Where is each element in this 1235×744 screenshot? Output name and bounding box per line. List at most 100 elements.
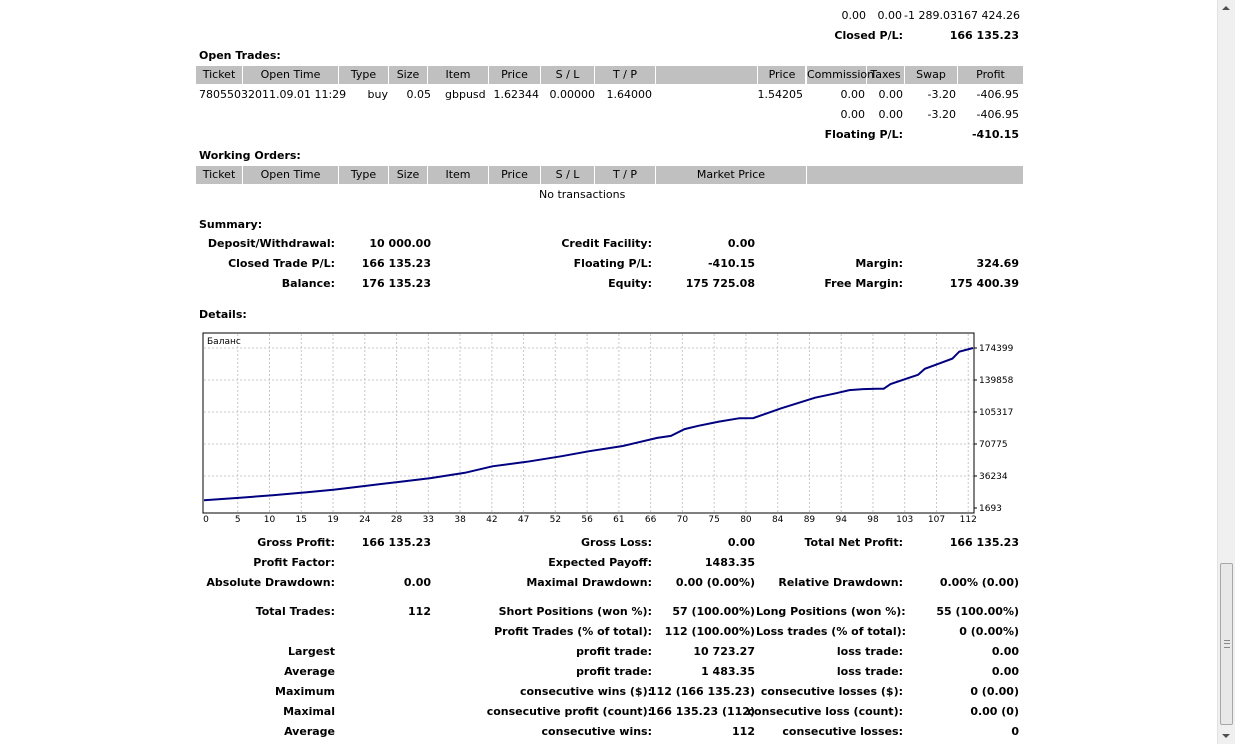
rel-dd-value: 0.00% (0.00) <box>939 576 1019 589</box>
trade-item: gbpusd <box>445 88 486 101</box>
credit-value: 0.00 <box>727 237 755 250</box>
y-tick-label: 1693 <box>979 504 1002 514</box>
x-tick-label: 5 <box>235 515 241 525</box>
free-margin-value: 175 400.39 <box>949 277 1019 290</box>
x-tick-label: 15 <box>296 515 307 525</box>
maximal-profit-value: 166 135.23 (112) <box>648 705 755 718</box>
open-trades-title: Open Trades: <box>199 49 281 62</box>
open-trades-header: Ticket Open Time Type Size Item Price S … <box>196 66 1023 84</box>
x-tick-label: 33 <box>423 515 434 525</box>
max-cons-wins-value: 112 (166 135.23) <box>648 685 755 698</box>
average-profit-value: 1 483.35 <box>701 665 755 678</box>
wo-col-sl: S / L <box>541 166 595 184</box>
wo-col-market-price: Market Price <box>656 166 807 184</box>
avg-cons-wins-label: consecutive wins: <box>541 725 652 738</box>
col-open-time: Open Time <box>243 66 339 84</box>
summary-title: Summary: <box>199 218 263 231</box>
x-tick-label: 10 <box>264 515 276 525</box>
max-cons-losses-value: 0 (0.00) <box>970 685 1019 698</box>
total-net-value: 166 135.23 <box>949 536 1019 549</box>
x-tick-label: 112 <box>960 515 977 525</box>
loss-trades-value: 0 (0.00%) <box>959 625 1019 638</box>
floating-pl-value: -410.15 <box>971 128 1019 141</box>
total-trades-value: 112 <box>408 605 431 618</box>
profit-factor-label: Profit Factor: <box>253 556 335 569</box>
wo-col-size: Size <box>389 166 428 184</box>
profit-trades-label: Profit Trades (% of total): <box>494 625 652 638</box>
balance-value: 176 135.23 <box>361 277 431 290</box>
short-label: Short Positions (won %): <box>498 605 652 618</box>
col-swap: Swap <box>905 66 958 84</box>
working-orders-title: Working Orders: <box>199 149 301 162</box>
trade-profit: -406.95 <box>976 88 1019 101</box>
x-tick-label: 75 <box>708 515 719 525</box>
col-commission: Commission <box>807 66 874 84</box>
margin-label: Margin: <box>855 257 903 270</box>
average-profit-label: profit trade: <box>576 665 652 678</box>
x-tick-label: 66 <box>645 515 657 525</box>
col-item: Item <box>428 66 489 84</box>
x-tick-label: 19 <box>327 515 339 525</box>
x-tick-label: 107 <box>928 515 945 525</box>
long-value: 55 (100.00%) <box>936 605 1019 618</box>
x-tick-label: 42 <box>486 515 497 525</box>
total-trades-label: Total Trades: <box>255 605 335 618</box>
free-margin-label: Free Margin: <box>824 277 903 290</box>
closed-pl-value: 166 135.23 <box>949 29 1019 42</box>
trade-tp: 1.64000 <box>606 88 653 101</box>
trade-price: 1.62344 <box>493 88 540 101</box>
maximal-loss-label: consecutive loss (count): <box>747 705 903 718</box>
maximal-loss-value: 0.00 (0) <box>970 705 1019 718</box>
wo-col-blank <box>807 166 1023 184</box>
total-net-label: Total Net Profit: <box>804 536 904 549</box>
loss-trades-label: Loss trades (% of total): <box>756 625 907 638</box>
trade-taxes: 0.00 <box>878 88 904 101</box>
wo-col-open-time: Open Time <box>243 166 339 184</box>
col-ticket: Ticket <box>196 66 243 84</box>
trade-sl: 0.00000 <box>549 88 596 101</box>
scroll-up-arrow-icon[interactable] <box>1222 6 1230 10</box>
chart-title: Баланс <box>207 337 241 347</box>
top-profit: 167 424.26 <box>957 9 1020 22</box>
x-tick-label: 98 <box>867 515 879 525</box>
equity-label: Equity: <box>608 277 652 290</box>
avg-cons-wins-value: 112 <box>732 725 755 738</box>
x-tick-label: 0 <box>203 515 209 525</box>
closed-pl-label: Closed P/L: <box>834 29 903 42</box>
largest-loss-value: 0.00 <box>991 645 1019 658</box>
wo-col-tp: T / P <box>595 166 656 184</box>
average-loss-value: 0.00 <box>991 665 1019 678</box>
closed-trade-value: 166 135.23 <box>361 257 431 270</box>
vertical-scrollbar[interactable] <box>1217 0 1235 744</box>
col-sl: S / L <box>541 66 595 84</box>
scroll-down-arrow-icon[interactable] <box>1222 734 1230 738</box>
largest-profit-value: 10 723.27 <box>693 645 755 658</box>
y-tick-label: 105317 <box>979 408 1013 418</box>
x-tick-label: 56 <box>581 515 593 525</box>
expected-payoff-label: Expected Payoff: <box>548 556 652 569</box>
short-value: 57 (100.00%) <box>672 605 755 618</box>
x-tick-label: 89 <box>804 515 816 525</box>
col-size: Size <box>389 66 428 84</box>
x-tick-label: 61 <box>613 515 624 525</box>
abs-dd-label: Absolute Drawdown: <box>206 576 335 589</box>
equity-value: 175 725.08 <box>685 277 755 290</box>
credit-label: Credit Facility: <box>561 237 652 250</box>
balance-label: Balance: <box>281 277 335 290</box>
top-taxes: 0.00 <box>877 9 903 22</box>
wo-col-type: Type <box>339 166 389 184</box>
trade-type: buy <box>367 88 388 101</box>
subtotal-taxes: 0.00 <box>878 108 904 121</box>
margin-value: 324.69 <box>976 257 1019 270</box>
wo-col-ticket: Ticket <box>196 166 243 184</box>
trade-ticket: 7805503 <box>199 88 248 101</box>
working-orders-header: Ticket Open Time Type Size Item Price S … <box>196 166 1023 184</box>
scrollbar-thumb[interactable] <box>1220 563 1233 725</box>
max-dd-value: 0.00 (0.00%) <box>675 576 755 589</box>
maximum-label: Maximum <box>275 685 335 698</box>
wo-col-item: Item <box>428 166 489 184</box>
average-label: Average <box>284 665 335 678</box>
y-axis-ticks: 174399 139858 105317 70775 36234 1693 <box>974 344 1014 514</box>
col-type: Type <box>339 66 389 84</box>
gross-profit-value: 166 135.23 <box>361 536 431 549</box>
